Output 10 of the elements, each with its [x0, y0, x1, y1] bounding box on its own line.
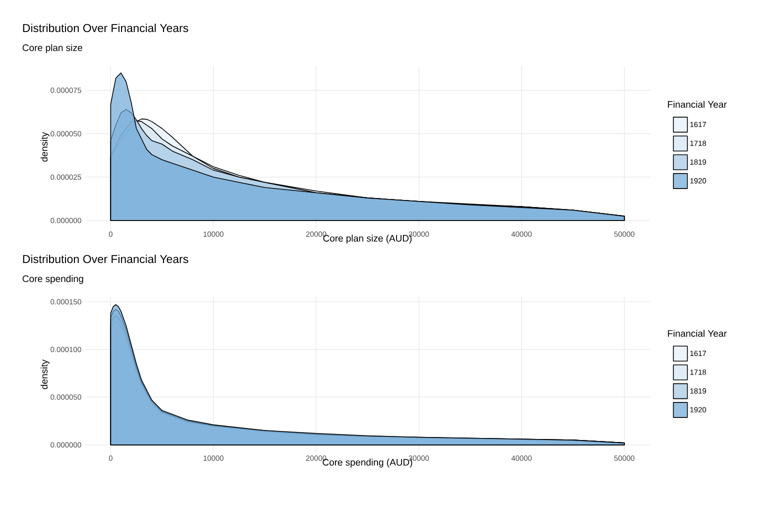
legend-title: Financial Year — [668, 330, 727, 337]
x-axis-title: Core plan size (AUD) — [323, 234, 412, 244]
x-axis-title: Core spending (AUD) — [322, 458, 412, 468]
y-axis-title: density — [40, 132, 50, 162]
y-axis-title: density — [40, 360, 50, 390]
chart-subtitle: Core spending — [22, 275, 84, 284]
chart-title: Distribution Over Financial Years — [23, 254, 188, 264]
chart-title: Distribution Over Financial Years — [23, 24, 188, 32]
chart-subtitle: Core plan size — [22, 44, 82, 53]
legend-title: Financial Year — [668, 100, 727, 108]
